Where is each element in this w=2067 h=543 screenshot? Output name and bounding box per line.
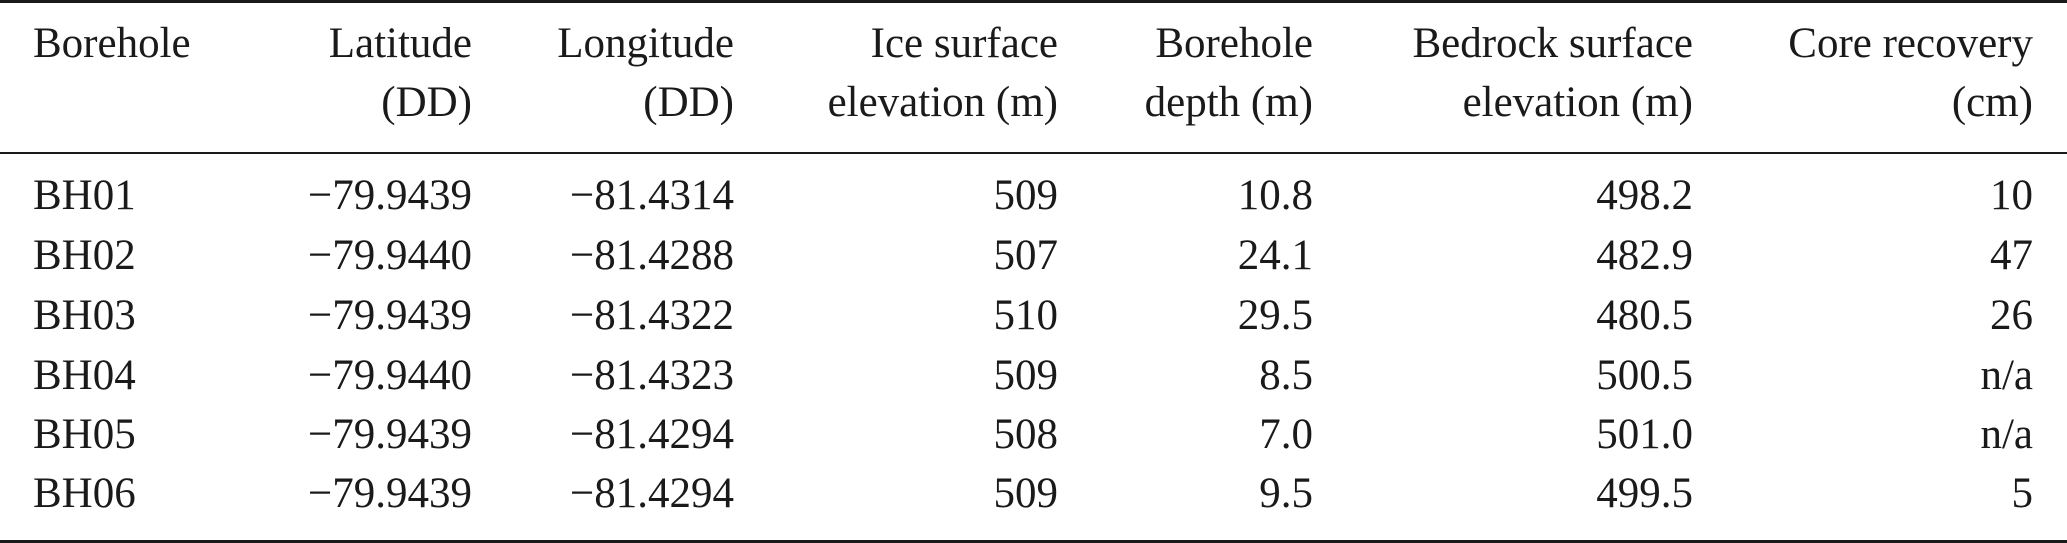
cell-bedrock-surface-elevation: 500.5	[1596, 352, 1693, 399]
cell-latitude: −79.9439	[307, 292, 472, 339]
cell-ice-surface-elevation: 507	[993, 232, 1059, 279]
cell-borehole: BH05	[33, 411, 136, 458]
cell-longitude: −81.4294	[569, 470, 734, 517]
column-header-ice-surface-elevation-1: Ice surface	[870, 20, 1058, 67]
cell-core-recovery: 10	[1990, 172, 2033, 219]
cell-longitude: −81.4314	[569, 172, 734, 219]
cell-ice-surface-elevation: 508	[993, 411, 1059, 458]
cell-latitude: −79.9440	[307, 232, 472, 279]
column-header-core-recovery-1: Core recovery	[1788, 20, 2033, 67]
cell-borehole: BH02	[33, 232, 136, 279]
cell-longitude: −81.4288	[569, 232, 734, 279]
cell-bedrock-surface-elevation: 501.0	[1596, 411, 1693, 458]
cell-ice-surface-elevation: 510	[993, 292, 1059, 339]
cell-longitude: −81.4323	[569, 352, 734, 399]
column-header-borehole-depth-1: Borehole	[1155, 20, 1313, 67]
cell-borehole-depth: 9.5	[1259, 470, 1313, 517]
cell-core-recovery: n/a	[1980, 352, 2033, 399]
cell-latitude: −79.9439	[307, 172, 472, 219]
column-header-core-recovery-2: (cm)	[1951, 79, 2033, 126]
cell-borehole: BH04	[33, 352, 136, 399]
cell-core-recovery: 5	[2011, 470, 2034, 517]
column-header-ice-surface-elevation-2: elevation (m)	[827, 79, 1058, 126]
cell-longitude: −81.4322	[569, 292, 734, 339]
cell-ice-surface-elevation: 509	[993, 172, 1059, 219]
table-header-rule	[0, 152, 2067, 154]
cell-longitude: −81.4294	[569, 411, 734, 458]
column-header-bedrock-surface-elevation-1: Bedrock surface	[1412, 20, 1693, 67]
column-header-borehole-1: Borehole	[33, 20, 191, 67]
cell-bedrock-surface-elevation: 480.5	[1596, 292, 1693, 339]
cell-latitude: −79.9439	[307, 470, 472, 517]
table-top-rule	[0, 0, 2067, 3]
cell-core-recovery: n/a	[1980, 411, 2033, 458]
column-header-latitude-1: Latitude	[328, 20, 472, 67]
cell-borehole-depth: 24.1	[1237, 232, 1313, 279]
cell-borehole-depth: 8.5	[1259, 352, 1313, 399]
cell-ice-surface-elevation: 509	[993, 470, 1059, 517]
column-header-longitude-1: Longitude	[557, 20, 734, 67]
cell-latitude: −79.9440	[307, 352, 472, 399]
cell-core-recovery: 26	[1990, 292, 2033, 339]
cell-core-recovery: 47	[1990, 232, 2033, 279]
column-header-borehole-depth-2: depth (m)	[1144, 79, 1313, 126]
cell-borehole-depth: 7.0	[1259, 411, 1313, 458]
cell-ice-surface-elevation: 509	[993, 352, 1059, 399]
table-bottom-rule	[0, 540, 2067, 543]
cell-bedrock-surface-elevation: 482.9	[1596, 232, 1693, 279]
cell-bedrock-surface-elevation: 498.2	[1596, 172, 1693, 219]
cell-borehole: BH03	[33, 292, 136, 339]
cell-borehole: BH06	[33, 470, 136, 517]
column-header-longitude-2: (DD)	[643, 79, 734, 126]
cell-borehole-depth: 10.8	[1237, 172, 1313, 219]
cell-borehole-depth: 29.5	[1237, 292, 1313, 339]
cell-borehole: BH01	[33, 172, 136, 219]
column-header-latitude-2: (DD)	[381, 79, 472, 126]
column-header-bedrock-surface-elevation-2: elevation (m)	[1462, 79, 1693, 126]
cell-bedrock-surface-elevation: 499.5	[1596, 470, 1693, 517]
cell-latitude: −79.9439	[307, 411, 472, 458]
